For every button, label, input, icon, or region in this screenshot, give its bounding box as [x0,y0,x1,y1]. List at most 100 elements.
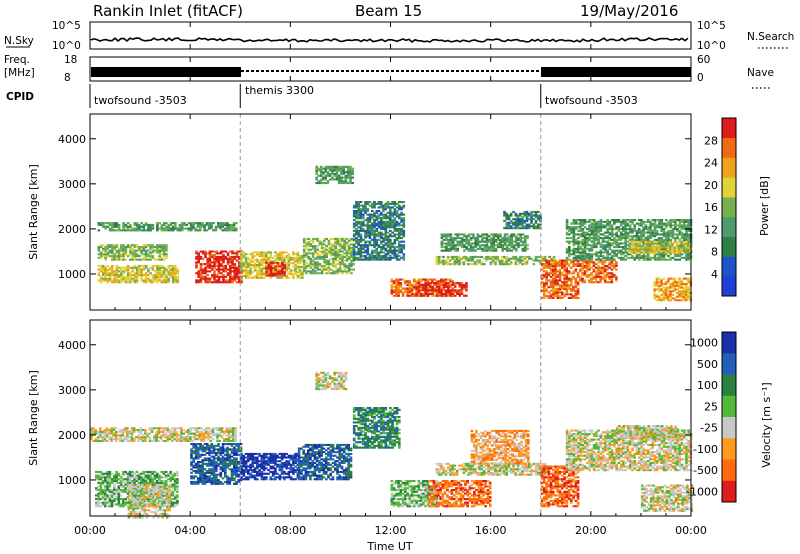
heatmap-cell [377,258,381,261]
heatmap-cell [676,229,679,232]
heatmap-cell [471,257,475,260]
heatmap-cell [574,219,578,222]
heatmap-cell [595,251,598,254]
heatmap-cell [162,255,166,258]
heatmap-cell [658,258,661,261]
heatmap-cell [568,251,571,254]
heatmap-cell [617,235,621,238]
heatmap-cell [389,220,392,223]
heatmap-cell [99,253,103,256]
heatmap-cell [499,240,502,243]
heatmap-cell [99,430,102,433]
heatmap-cell [115,258,119,261]
heatmap-cell [565,272,569,275]
heatmap-cell [129,258,132,261]
heatmap-cell [451,291,454,294]
heatmap-cell [233,279,237,282]
heatmap-cell [357,247,360,250]
heatmap-cell [521,223,524,226]
heatmap-cell [199,277,203,280]
heatmap-cell [240,251,243,254]
heatmap-cell [151,227,155,230]
heatmap-cell [662,258,666,261]
heatmap-cell [397,282,400,285]
heatmap-cell [473,263,477,266]
heatmap-cell [322,176,325,179]
heatmap-cell [464,257,468,260]
heatmap-cell [101,439,104,442]
heatmap-cell [110,429,113,432]
heatmap-cell [505,225,508,228]
heatmap-cell [384,235,388,238]
heatmap-cell [641,246,645,249]
heatmap-cell [391,231,394,234]
heatmap-cell [549,279,553,282]
heatmap-cell [503,257,506,260]
heatmap-cell [635,250,638,253]
heatmap-cell [153,264,157,267]
heatmap-cell [658,226,661,229]
heatmap-cell [350,248,353,251]
heatmap-cell [624,224,627,227]
heatmap-cell [619,242,623,245]
heatmap-cell [435,259,439,262]
heatmap-cell [608,228,612,231]
heatmap-cell [325,272,328,275]
heatmap-cell [187,229,191,232]
heatmap-cell [615,263,618,266]
heatmap-cell [478,259,481,262]
heatmap-cell [597,256,600,259]
heatmap-cell [499,244,502,247]
heatmap-cell [380,211,383,214]
heatmap-cell [99,256,103,259]
heatmap-cell [129,277,132,280]
heatmap-cell [99,264,103,267]
heatmap-cell [565,270,569,273]
heatmap-cell [390,283,394,286]
heatmap-cell [355,240,358,243]
heatmap-cell [671,256,675,259]
heatmap-cell [685,237,688,240]
heatmap-cell [133,277,137,280]
heatmap-cell [637,251,640,254]
heatmap-cell [590,261,593,264]
heatmap-cell [599,229,603,232]
heatmap-cell [104,249,107,252]
heatmap-cell [465,287,468,290]
heatmap-cell [592,233,596,236]
heatmap-cell [260,276,264,279]
heatmap-cell [662,277,666,280]
heatmap-cell [440,237,444,240]
heatmap-cell [490,238,493,241]
heatmap-cell [244,269,248,272]
heatmap-cell [129,253,132,256]
heatmap-cell [391,244,394,247]
heatmap-cell [574,258,578,261]
heatmap-cell [340,182,343,185]
heatmap-cell [97,249,101,252]
heatmap-cell [384,228,388,231]
heatmap-cell [472,246,475,249]
heatmap-cell [398,255,401,258]
heatmap-cell [108,436,111,439]
heatmap-cell [400,224,403,227]
heatmap-cell [110,436,113,439]
heatmap-cell [503,238,507,241]
heatmap-cell [316,264,319,267]
heatmap-cell [644,244,647,247]
heatmap-cell [554,266,557,269]
heatmap-cell [657,286,661,289]
heatmap-cell [655,295,659,298]
heatmap-cell [92,427,95,430]
heatmap-cell [395,294,398,297]
heatmap-cell [258,255,261,258]
heatmap-cell [597,238,600,241]
heatmap-cell [524,242,527,245]
heatmap-cell [355,251,358,254]
heatmap-cell [541,257,545,260]
heatmap-cell [337,182,341,185]
heatmap-cell [622,220,625,223]
heatmap-cell [371,206,374,209]
heatmap-cell [280,251,284,254]
heatmap-cell [492,242,495,245]
